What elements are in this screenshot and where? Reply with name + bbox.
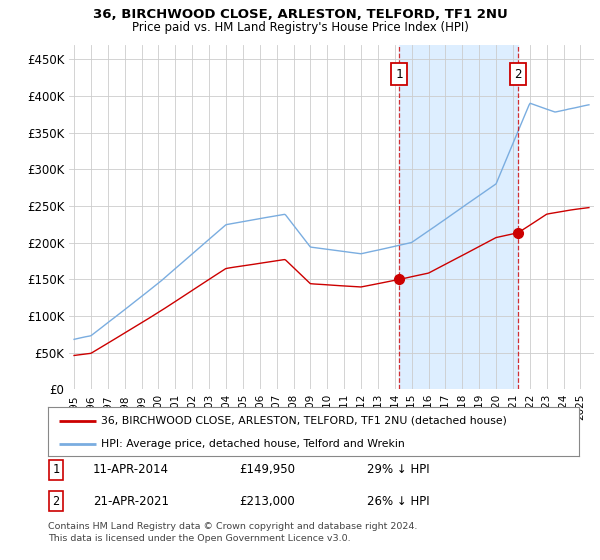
Text: Price paid vs. HM Land Registry's House Price Index (HPI): Price paid vs. HM Land Registry's House … [131, 21, 469, 34]
Text: 11-APR-2014: 11-APR-2014 [93, 463, 169, 476]
Text: HPI: Average price, detached house, Telford and Wrekin: HPI: Average price, detached house, Telf… [101, 439, 405, 449]
Text: Contains HM Land Registry data © Crown copyright and database right 2024.
This d: Contains HM Land Registry data © Crown c… [48, 522, 418, 543]
Text: 36, BIRCHWOOD CLOSE, ARLESTON, TELFORD, TF1 2NU (detached house): 36, BIRCHWOOD CLOSE, ARLESTON, TELFORD, … [101, 416, 507, 426]
Text: 2: 2 [52, 494, 59, 507]
Text: 2: 2 [514, 68, 522, 81]
Text: 1: 1 [395, 68, 403, 81]
Text: 29% ↓ HPI: 29% ↓ HPI [367, 463, 429, 476]
Text: 26% ↓ HPI: 26% ↓ HPI [367, 494, 429, 507]
Text: £149,950: £149,950 [239, 463, 295, 476]
Text: 1: 1 [52, 463, 59, 476]
Text: £213,000: £213,000 [239, 494, 295, 507]
Text: 21-APR-2021: 21-APR-2021 [93, 494, 169, 507]
Bar [400, 45, 518, 389]
Text: 36, BIRCHWOOD CLOSE, ARLESTON, TELFORD, TF1 2NU: 36, BIRCHWOOD CLOSE, ARLESTON, TELFORD, … [92, 8, 508, 21]
